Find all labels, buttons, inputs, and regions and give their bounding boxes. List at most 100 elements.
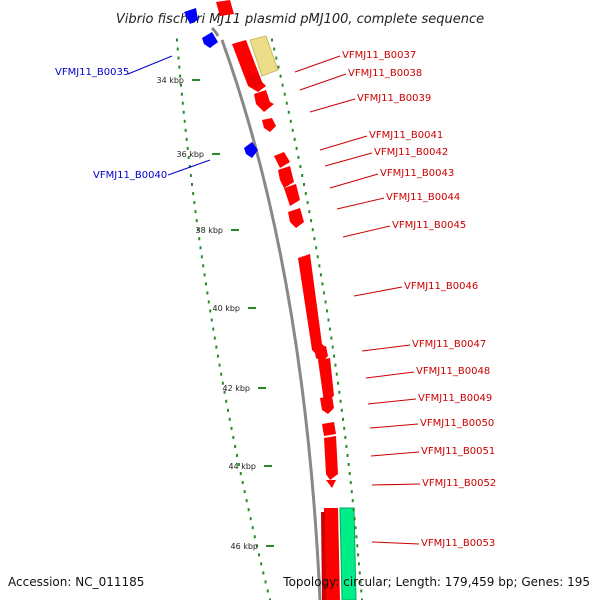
topology-text: Topology: circular; Length: 179,459 bp; … bbox=[282, 575, 590, 589]
ruler-dot bbox=[260, 562, 263, 566]
gene-arrow-b0048[interactable] bbox=[318, 358, 334, 402]
gene-arrow-b0044[interactable] bbox=[284, 184, 300, 206]
ruler-dot bbox=[192, 192, 195, 196]
ruler-dot bbox=[253, 535, 256, 539]
connector-b0043 bbox=[329, 173, 379, 189]
ruler-dot bbox=[347, 463, 350, 467]
ruler-dot bbox=[184, 128, 187, 132]
ruler-dot bbox=[202, 264, 205, 268]
gene-label-b0038[interactable]: VFMJ11_B0038 bbox=[348, 68, 422, 79]
gene-label-b0049[interactable]: VFMJ11_B0049 bbox=[418, 393, 492, 404]
ruler-dot bbox=[177, 56, 180, 60]
ruler-dot bbox=[283, 92, 286, 96]
ruler-dot bbox=[234, 444, 237, 448]
ruler-dot bbox=[350, 490, 353, 494]
gene-arrow-b0051[interactable] bbox=[324, 436, 338, 480]
ruler-dot bbox=[195, 219, 198, 223]
ruler-dot bbox=[186, 146, 189, 150]
gene-label-b0044[interactable]: VFMJ11_B0044 bbox=[386, 192, 460, 203]
gene-arrow-b0049[interactable] bbox=[320, 396, 334, 414]
ruler-dot bbox=[198, 237, 201, 241]
ruler-dot bbox=[266, 589, 269, 593]
gene-arrow-b0047[interactable] bbox=[314, 346, 328, 362]
ruler-dots bbox=[176, 38, 363, 600]
ruler-dot bbox=[318, 264, 321, 268]
connector-b0053 bbox=[371, 541, 420, 545]
ruler-dot bbox=[306, 201, 309, 205]
rna-gene-block[interactable] bbox=[339, 507, 357, 600]
ruler-dot bbox=[206, 291, 209, 295]
backbone-arc bbox=[220, 39, 322, 600]
gene-label-b0040[interactable]: VFMJ11_B0040 bbox=[93, 170, 167, 181]
ruler-dot bbox=[338, 390, 341, 394]
ruler-dot bbox=[275, 56, 278, 60]
gene-label-b0051[interactable]: VFMJ11_B0051 bbox=[421, 446, 495, 457]
ruler-dot bbox=[359, 580, 362, 584]
gene-arrow-b0045[interactable] bbox=[288, 208, 304, 228]
gene-label-b0053[interactable]: VFMJ11_B0053 bbox=[421, 538, 495, 549]
forward-gene-track bbox=[216, 0, 340, 600]
ruler-dot bbox=[225, 399, 228, 403]
gene-label-b0043[interactable]: VFMJ11_B0043 bbox=[380, 168, 454, 179]
gene-arrow-b0038[interactable] bbox=[248, 72, 262, 88]
gene-arrow-b0036[interactable] bbox=[202, 32, 218, 48]
gene-arrow-b0053[interactable] bbox=[324, 508, 340, 600]
gene-arrow-b0046[interactable] bbox=[298, 254, 326, 358]
ruler-dot bbox=[291, 128, 294, 132]
ruler-dot bbox=[327, 318, 330, 322]
ruler-ticks: 34 kbp 36 kbp 38 kbp 40 kbp 42 kbp 44 kbp 46 k… bbox=[156, 76, 274, 551]
ruler-dot bbox=[181, 101, 184, 105]
gene-label-b0041[interactable]: VFMJ11_B0041 bbox=[369, 130, 443, 141]
gene-arrow-b0039[interactable] bbox=[254, 90, 274, 112]
gene-arrow-b0052[interactable] bbox=[326, 480, 336, 488]
gene-arrow-b0053-shadow bbox=[321, 512, 326, 600]
map-title: Vibrio fischeri MJ11 plasmid pMJ100, com… bbox=[116, 12, 484, 27]
ruler-dot bbox=[319, 273, 322, 277]
ruler-dot bbox=[304, 192, 307, 196]
gene-label-b0039[interactable]: VFMJ11_B0039 bbox=[357, 93, 431, 104]
reverse-gene-track bbox=[184, 8, 258, 158]
ruler-dot bbox=[200, 255, 203, 259]
ruler-dot bbox=[323, 291, 326, 295]
gene-label-b0047[interactable]: VFMJ11_B0047 bbox=[412, 339, 486, 350]
gene-label-b0035[interactable]: VFMJ11_B0035 bbox=[55, 67, 129, 78]
ruler-dot bbox=[333, 354, 336, 358]
ruler-dot bbox=[176, 47, 179, 51]
misc-feature-block[interactable] bbox=[249, 35, 279, 77]
gene-label-b0050[interactable]: VFMJ11_B0050 bbox=[420, 418, 494, 429]
gene-label-b0048[interactable]: VFMJ11_B0048 bbox=[416, 366, 490, 377]
gene-arrow-b0050[interactable] bbox=[322, 422, 336, 436]
ruler-dot bbox=[176, 38, 178, 42]
connector-b0039 bbox=[309, 98, 356, 113]
ruler-tick-label: 38 kbp bbox=[195, 226, 223, 235]
ruler-dot bbox=[316, 255, 319, 259]
gene-arrow-b0040[interactable] bbox=[244, 142, 258, 158]
gene-label-b0042[interactable]: VFMJ11_B0042 bbox=[374, 147, 448, 158]
gene-label-b0037[interactable]: VFMJ11_B0037 bbox=[342, 50, 416, 61]
ruler-dot bbox=[199, 246, 202, 250]
ruler-dot bbox=[356, 544, 359, 548]
ruler-dot bbox=[339, 399, 342, 403]
ruler-dot bbox=[330, 336, 333, 340]
gene-label-b0046[interactable]: VFMJ11_B0046 bbox=[404, 281, 478, 292]
gene-arrow-b0043[interactable] bbox=[278, 166, 294, 188]
gene-arrow-b0035[interactable] bbox=[184, 8, 198, 24]
ruler-dot bbox=[182, 110, 185, 114]
ruler-tick-label: 42 kbp bbox=[222, 384, 250, 393]
gene-label-b0045[interactable]: VFMJ11_B0045 bbox=[392, 220, 466, 231]
ruler-dot bbox=[293, 137, 296, 141]
ruler-dot bbox=[321, 282, 324, 286]
ruler-dot bbox=[326, 309, 329, 313]
ruler-dot bbox=[271, 38, 273, 42]
ruler-dot bbox=[203, 273, 206, 277]
ruler-dot bbox=[191, 183, 194, 187]
ruler-tick-label: 36 kbp bbox=[176, 150, 204, 159]
gene-arrow-b0042[interactable] bbox=[274, 152, 290, 168]
ruler-dot bbox=[243, 490, 246, 494]
gene-label-b0052[interactable]: VFMJ11_B0052 bbox=[422, 478, 496, 489]
ruler-dot bbox=[245, 499, 248, 503]
gene-arrow-b0041[interactable] bbox=[262, 118, 276, 132]
ruler-dot bbox=[207, 300, 210, 304]
connector-b0048 bbox=[365, 371, 415, 379]
gene-arrow-top[interactable] bbox=[216, 0, 234, 16]
